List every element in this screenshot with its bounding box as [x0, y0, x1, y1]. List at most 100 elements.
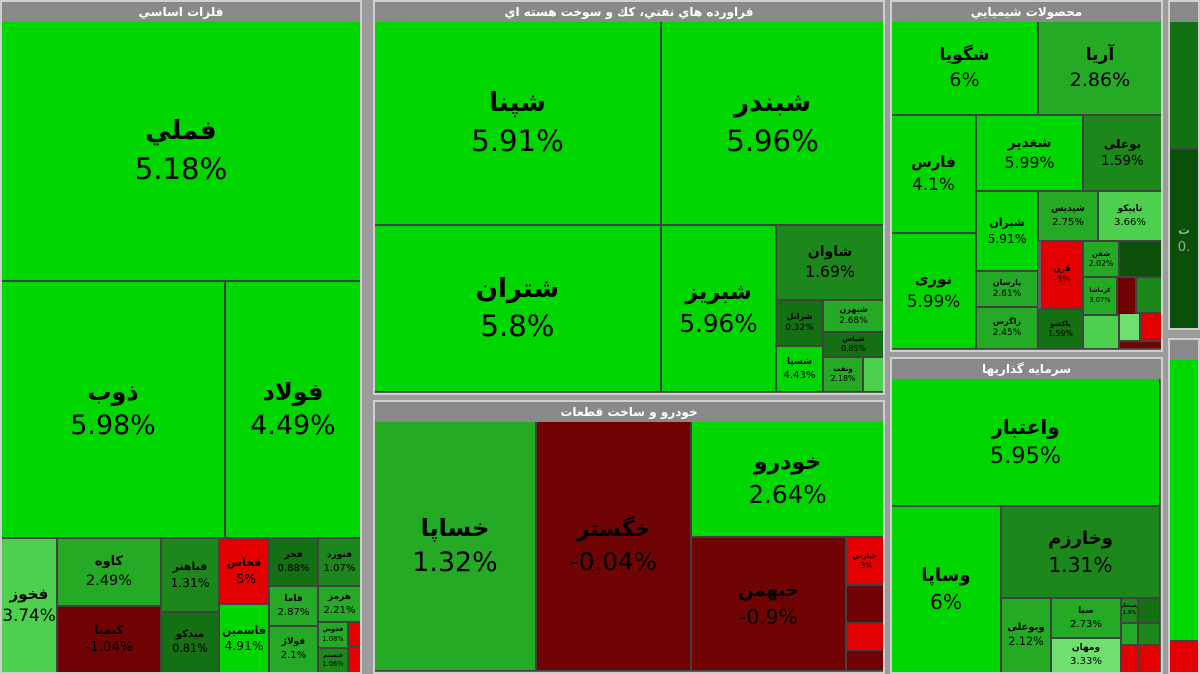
tile-وخارزم[interactable]: وخارزم 1.31% [1001, 506, 1160, 598]
tile-وساپا[interactable]: وساپا 6% [892, 506, 1001, 672]
sector-body: خساپا 1.32% خگستر -0.04% خودرو 2.64% خبهمن -0.9… [375, 422, 883, 672]
tile-blank-3-18[interactable] [1083, 315, 1119, 349]
tile-فجر[interactable]: فجر 0.88% [269, 538, 318, 586]
sector-title: خودرو و ساخت قطعات [560, 405, 698, 419]
tile-symbol: فخاس [226, 556, 262, 570]
tile-شسپا[interactable]: شسپا 4.43% [776, 346, 823, 392]
tile-ت[interactable]: ت 0. [1170, 149, 1198, 328]
tile-change-percent: 5.96% [679, 309, 758, 339]
tile-شاوان[interactable]: شاوان 1.69% [776, 225, 883, 300]
sector-title [1170, 2, 1198, 22]
tile-هرمز[interactable]: هرمز 2.21% [318, 586, 360, 622]
tile-blank-3-19[interactable] [1119, 313, 1140, 341]
tile-شپدیس[interactable]: شپدیس 2.75% [1038, 191, 1098, 241]
tile-تاپیکو[interactable]: تاپیکو 3.66% [1098, 191, 1161, 241]
tile-change-percent: 2.61% [992, 288, 1022, 299]
tile-ونفت[interactable]: ونفت 2.18% [823, 357, 863, 392]
tile-شپاس[interactable]: شپاس 0.85% [823, 332, 883, 357]
tile-change-percent: 2.75% [1051, 216, 1085, 228]
tile-blank-3-11[interactable] [1119, 241, 1161, 277]
tile-change-percent: 1.31% [1048, 552, 1113, 577]
tile-blank-2-5[interactable] [846, 585, 883, 623]
tile-خساپا[interactable]: خساپا 1.32% [375, 422, 536, 671]
tile-symbol: کرماشا [1089, 287, 1111, 295]
tile-symbol: فنورد [326, 549, 352, 560]
tile-blank-4-7[interactable] [1138, 598, 1160, 623]
tile-خپارس[interactable]: خپارس -3% [846, 537, 883, 585]
tile-فملي[interactable]: فملي 5.18% [2, 22, 360, 281]
tile-فبستم[interactable]: فبستم 1.06% [318, 648, 348, 672]
tile-blank-0-18[interactable] [348, 646, 360, 672]
tile-فباهنر[interactable]: فباهنر 1.31% [161, 538, 219, 612]
tile-blank-6-0[interactable] [1170, 360, 1198, 641]
tile-change-percent: 5.98% [70, 410, 156, 442]
tile-blank-2-7[interactable] [846, 650, 883, 671]
tile-change-percent: 1.08% [322, 634, 344, 643]
tile-blank-5-0[interactable] [1170, 22, 1198, 149]
tile-وسبحان[interactable]: وسبحان1.9% [1121, 598, 1138, 623]
tile-change-percent: 5.95% [989, 442, 1062, 469]
tile-blank-6-1[interactable] [1170, 641, 1198, 672]
tile-blank-0-17[interactable] [348, 622, 360, 646]
tile-فاما[interactable]: فاما 2.87% [269, 586, 318, 626]
tile-symbol: شپاس [842, 335, 865, 344]
tile-change-percent: 2.86% [1069, 68, 1131, 91]
tile-کرماشا[interactable]: کرماشا 3.07% [1083, 277, 1117, 315]
tile-change-percent: -0.9% [739, 604, 798, 629]
tile-شرانل[interactable]: شرانل 0.32% [776, 300, 823, 346]
tile-شغدیر[interactable]: شغدیر 5.99% [976, 115, 1083, 191]
tile-symbol: فاما [284, 593, 303, 604]
tile-blank-4-11[interactable] [1138, 645, 1160, 672]
tile-change-percent: 5.99% [1004, 152, 1055, 172]
tile-خگستر[interactable]: خگستر -0.04% [536, 422, 691, 671]
tile-شگویا[interactable]: شگویا 6% [892, 22, 1038, 115]
tile-نوری[interactable]: نوری 5.99% [892, 233, 976, 349]
tile-پارسان[interactable]: پارسان 2.61% [976, 271, 1038, 307]
tile-خبهمن[interactable]: خبهمن -0.9% [691, 537, 846, 671]
tile-symbol: پاکشو [1050, 319, 1071, 328]
tile-blank-3-15[interactable] [1136, 277, 1161, 313]
tile-صبا[interactable]: صبا 2.73% [1051, 598, 1121, 638]
tile-فنورد[interactable]: فنورد 1.07% [318, 538, 360, 586]
tile-شبندر[interactable]: شبندر 5.96% [661, 22, 883, 225]
tile-فجوش[interactable]: فجوش 1.08% [318, 622, 348, 648]
tile-ومهان[interactable]: ومهان 3.33% [1051, 638, 1121, 672]
tile-blank-4-10[interactable] [1121, 645, 1138, 672]
tile-فاسمین[interactable]: فاسمین 4.91% [219, 604, 269, 672]
tile-blank-1-10[interactable] [863, 357, 883, 392]
tile-کیمیا[interactable]: کیمیا -1.04% [57, 606, 161, 672]
tile-میدکو[interactable]: میدکو 0.81% [161, 612, 219, 672]
tile-خودرو[interactable]: خودرو 2.64% [691, 422, 883, 537]
tile-blank-4-9[interactable] [1138, 623, 1160, 645]
tile-فولاد[interactable]: فولاد 4.49% [225, 281, 360, 538]
tile-بوعلی[interactable]: بوعلی 1.59% [1083, 115, 1161, 191]
tile-blank-3-20[interactable] [1140, 313, 1161, 341]
tile-زاگرس[interactable]: زاگرس 2.45% [976, 307, 1038, 349]
tile-شپنا[interactable]: شپنا 5.91% [375, 22, 661, 225]
tile-blank-4-8[interactable] [1121, 623, 1138, 645]
tile-change-percent: 3.07% [1089, 295, 1111, 304]
tile-symbol: شبهرن [839, 305, 868, 315]
tile-شبهرن[interactable]: شبهرن 2.68% [823, 300, 883, 332]
tile-واعتبار[interactable]: واعتبار 5.95% [892, 379, 1160, 506]
tile-blank-2-6[interactable] [846, 623, 883, 650]
tile-فخوز[interactable]: فخوز 3.74% [2, 538, 57, 672]
tile-پاکشو[interactable]: پاکشو 1.59% [1038, 309, 1083, 349]
tile-ذوب[interactable]: ذوب 5.98% [2, 281, 225, 538]
tile-شفن[interactable]: شفن 2.02% [1083, 241, 1119, 277]
tile-blank-3-21[interactable] [1119, 341, 1161, 349]
tile-blank-3-14[interactable] [1117, 277, 1136, 315]
tile-symbol: خودرو [753, 450, 822, 476]
tile-قرن[interactable]: قرن -3% [1041, 241, 1083, 309]
tile-فولاژ[interactable]: فولاژ 2.1% [269, 626, 318, 672]
tile-شبریز[interactable]: شبریز 5.96% [661, 225, 776, 392]
tile-symbol: شتران [475, 273, 560, 304]
tile-فخاس[interactable]: فخاس -5% [219, 538, 269, 604]
tile-فارس[interactable]: فارس 4.1% [892, 115, 976, 233]
tile-شتران[interactable]: شتران 5.8% [375, 225, 661, 392]
tile-كاوه[interactable]: كاوه 2.49% [57, 538, 161, 606]
tile-symbol: تاپیکو [1117, 203, 1143, 214]
tile-وبوعلی[interactable]: وبوعلی 2.12% [1001, 598, 1051, 672]
tile-آریا[interactable]: آریا 2.86% [1038, 22, 1161, 115]
tile-شیران[interactable]: شیران 5.91% [976, 191, 1038, 271]
